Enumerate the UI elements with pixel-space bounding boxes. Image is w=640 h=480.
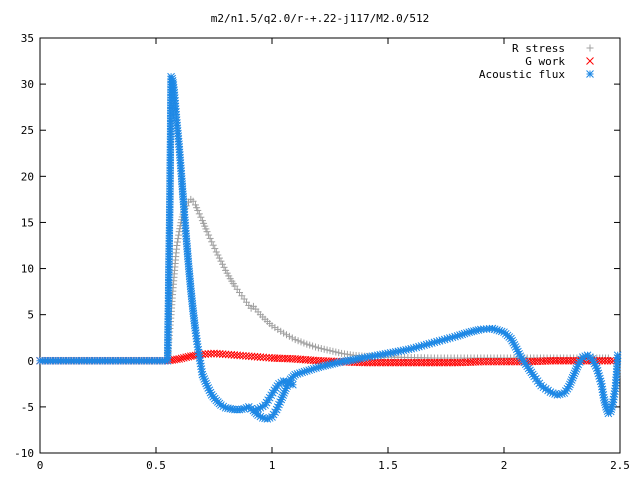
data-point: [189, 197, 197, 205]
y-tick-label: 5: [27, 309, 34, 322]
data-point: [300, 339, 308, 347]
data-point: [309, 342, 317, 350]
data-point: [182, 353, 191, 362]
y-tick-label: -10: [14, 447, 34, 460]
y-tick-label: 30: [21, 78, 34, 91]
x-tick-label: 2.5: [610, 459, 630, 472]
y-tick-label: 10: [21, 263, 34, 276]
data-point: [601, 356, 609, 365]
data-point: [598, 356, 607, 365]
data-point: [288, 334, 296, 342]
data-point: [186, 352, 195, 361]
y-tick-label: -5: [21, 401, 34, 414]
y-tick-label: 35: [21, 32, 34, 45]
data-point: [184, 352, 193, 361]
data-point: [283, 331, 290, 339]
data-point: [285, 332, 293, 340]
x-tick-label: 2: [501, 459, 508, 472]
data-point: [207, 349, 215, 358]
data-point: [312, 343, 319, 351]
data-point: [214, 251, 222, 259]
data-point: [606, 356, 615, 365]
data-point: [195, 210, 203, 218]
data-point: [215, 254, 223, 262]
data-point: [212, 248, 220, 256]
data-point: [174, 235, 182, 243]
data-point: [297, 338, 305, 346]
data-point: [173, 242, 181, 249]
data-point: [208, 238, 216, 246]
data-point: [220, 263, 228, 271]
data-point: [329, 347, 337, 355]
series-3: [251, 377, 297, 414]
data-point: [173, 355, 181, 364]
data-point: [303, 340, 311, 348]
data-point: [289, 380, 297, 389]
data-point: [603, 356, 612, 365]
data-point: [197, 213, 205, 221]
data-point: [317, 345, 325, 353]
x-tick-label: 0.5: [146, 459, 166, 472]
plot-frame: [39, 37, 621, 454]
data-point: [211, 245, 219, 253]
data-point: [280, 329, 288, 337]
data-point: [175, 231, 183, 239]
data-point: [179, 353, 188, 362]
data-point: [323, 346, 331, 354]
x-tick-label: 1.5: [378, 459, 398, 472]
y-tick-label: 25: [21, 124, 34, 137]
legend-label: R stress: [512, 42, 565, 55]
data-point: [314, 344, 322, 352]
y-tick-label: 20: [21, 170, 34, 183]
data-point: [170, 355, 179, 364]
data-point: [294, 337, 302, 345]
data-point: [326, 347, 334, 355]
axes: 0 0.5 1 1.5 2 2.5 -10 -5 0 5 10 15 20 25 30 35: [14, 32, 630, 472]
data-point: [173, 238, 181, 246]
data-point: [177, 354, 186, 363]
legend-marker: [586, 70, 594, 78]
data-point: [332, 348, 340, 356]
data-point: [219, 260, 227, 268]
data-point: [320, 345, 328, 353]
y-tick-label: 15: [21, 216, 34, 229]
data-point: [205, 231, 213, 239]
legend-label: Acoustic flux: [479, 68, 565, 81]
data-point: [189, 351, 197, 360]
y-tick-label: 0: [27, 355, 34, 368]
data-point: [194, 206, 202, 214]
x-tick-label: 0: [37, 459, 44, 472]
data-point: [306, 341, 314, 349]
data-point: [613, 351, 622, 360]
data-point: [265, 393, 274, 402]
legend-marker: [586, 57, 594, 65]
data-point: [217, 257, 225, 265]
data-point: [175, 228, 183, 236]
chart-title: m2/n1.5/q2.0/r-+.22-j117/M2.0/512: [211, 12, 430, 25]
series-2: [36, 72, 622, 423]
data-point: [206, 234, 214, 242]
legend-label: G work: [525, 55, 565, 68]
x-tick-label: 1: [269, 459, 276, 472]
series-layer: [36, 72, 622, 423]
data-point: [203, 228, 211, 236]
data-point: [335, 349, 343, 357]
data-point: [209, 241, 217, 249]
data-point: [291, 336, 299, 344]
legend-marker: [586, 44, 594, 52]
data-point: [175, 355, 184, 363]
